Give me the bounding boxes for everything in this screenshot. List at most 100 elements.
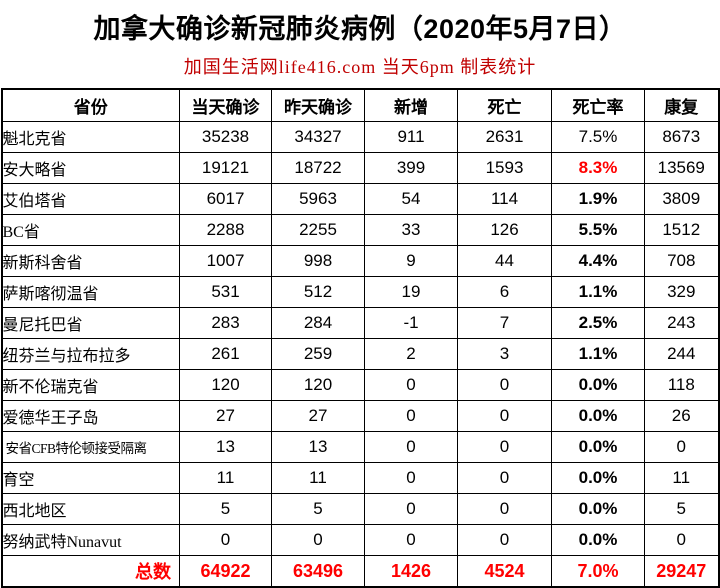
table-row: 曼尼托巴省 283 284 -1 7 2.5% 243 <box>1 307 719 339</box>
province-name-cell: 萨斯喀彻温省 <box>1 276 180 308</box>
deaths-cell: 0 <box>457 462 552 494</box>
province-name-cell: 安大略省 <box>1 152 180 184</box>
column-header-recovered: 康复 <box>644 88 719 122</box>
death-rate-cell: 1.1% <box>551 338 645 370</box>
page-title: 加拿大确诊新冠肺炎病例（2020年5月7日） <box>93 14 627 44</box>
deaths-cell: 0 <box>457 369 552 401</box>
deaths-cell: 126 <box>457 214 552 246</box>
death-rate-cell: 7.5% <box>551 121 645 153</box>
province-name-cell: BC省 <box>1 214 180 246</box>
new-cases-cell: -1 <box>364 307 458 339</box>
province-name-cell: 艾伯塔省 <box>1 183 180 215</box>
new-cases-cell: 2 <box>364 338 458 370</box>
province-name-cell: 西北地区 <box>1 493 180 525</box>
table-row: 艾伯塔省 6017 5963 54 114 1.9% 3809 <box>1 183 719 215</box>
yesterday-confirmed-cell: 2255 <box>271 214 365 246</box>
yesterday-confirmed-cell: 0 <box>271 524 365 556</box>
table-row: 新斯科舍省 1007 998 9 44 4.4% 708 <box>1 245 719 277</box>
column-header-yesterday: 昨天确诊 <box>271 88 365 122</box>
total-today-confirmed-cell: 64922 <box>179 555 272 588</box>
death-rate-cell: 0.0% <box>551 462 645 494</box>
recovered-cell: 243 <box>644 307 719 339</box>
today-confirmed-cell: 5 <box>179 493 272 525</box>
province-name-cell: 育空 <box>1 462 180 494</box>
new-cases-cell: 0 <box>364 369 458 401</box>
recovered-cell: 708 <box>644 245 719 277</box>
new-cases-cell: 0 <box>364 462 458 494</box>
today-confirmed-cell: 13 <box>179 431 272 463</box>
table-row: 西北地区 5 5 0 0 0.0% 5 <box>1 493 719 525</box>
yesterday-confirmed-cell: 34327 <box>271 121 365 153</box>
death-rate-cell: 0.0% <box>551 369 645 401</box>
new-cases-cell: 0 <box>364 400 458 432</box>
new-cases-cell: 0 <box>364 524 458 556</box>
province-name-cell: 安省CFB特伦顿接受隔离 <box>1 431 180 463</box>
yesterday-confirmed-cell: 13 <box>271 431 365 463</box>
total-recovered-cell: 29247 <box>644 555 719 588</box>
table-row: 纽芬兰与拉布拉多 261 259 2 3 1.1% 244 <box>1 338 719 370</box>
total-death-rate-cell: 7.0% <box>551 555 645 588</box>
recovered-cell: 329 <box>644 276 719 308</box>
column-header-deaths: 死亡 <box>457 88 552 122</box>
death-rate-cell: 0.0% <box>551 524 645 556</box>
recovered-cell: 118 <box>644 369 719 401</box>
today-confirmed-cell: 2288 <box>179 214 272 246</box>
yesterday-confirmed-cell: 120 <box>271 369 365 401</box>
province-name-cell: 新不伦瑞克省 <box>1 369 180 401</box>
table-row: 安省CFB特伦顿接受隔离 13 13 0 0 0.0% 0 <box>1 431 719 463</box>
table-row: 萨斯喀彻温省 531 512 19 6 1.1% 329 <box>1 276 719 308</box>
recovered-cell: 26 <box>644 400 719 432</box>
total-new-cases-cell: 1426 <box>364 555 458 588</box>
yesterday-confirmed-cell: 259 <box>271 338 365 370</box>
today-confirmed-cell: 261 <box>179 338 272 370</box>
province-name-cell: 爱德华王子岛 <box>1 400 180 432</box>
death-rate-cell: 0.0% <box>551 400 645 432</box>
province-name-cell: 曼尼托巴省 <box>1 307 180 339</box>
yesterday-confirmed-cell: 18722 <box>271 152 365 184</box>
total-deaths-cell: 4524 <box>457 555 552 588</box>
deaths-cell: 3 <box>457 338 552 370</box>
death-rate-cell: 2.5% <box>551 307 645 339</box>
deaths-cell: 0 <box>457 493 552 525</box>
death-rate-cell: 0.0% <box>551 431 645 463</box>
deaths-cell: 114 <box>457 183 552 215</box>
deaths-cell: 6 <box>457 276 552 308</box>
column-header-new: 新增 <box>364 88 458 122</box>
column-header-death_rate: 死亡率 <box>551 88 645 122</box>
table-row: 育空 11 11 0 0 0.0% 11 <box>1 462 719 494</box>
deaths-cell: 0 <box>457 400 552 432</box>
death-rate-cell: 1.9% <box>551 183 645 215</box>
total-yesterday-confirmed-cell: 63496 <box>271 555 365 588</box>
deaths-cell: 1593 <box>457 152 552 184</box>
table-row: 爱德华王子岛 27 27 0 0 0.0% 26 <box>1 400 719 432</box>
today-confirmed-cell: 35238 <box>179 121 272 153</box>
yesterday-confirmed-cell: 11 <box>271 462 365 494</box>
province-name-cell: 纽芬兰与拉布拉多 <box>1 338 180 370</box>
province-name-cell: 新斯科舍省 <box>1 245 180 277</box>
death-rate-cell: 5.5% <box>551 214 645 246</box>
deaths-cell: 7 <box>457 307 552 339</box>
column-header-province: 省份 <box>1 88 180 122</box>
death-rate-cell: 4.4% <box>551 245 645 277</box>
today-confirmed-cell: 0 <box>179 524 272 556</box>
today-confirmed-cell: 283 <box>179 307 272 339</box>
deaths-cell: 2631 <box>457 121 552 153</box>
table-header-row: 省份 当天确诊 昨天确诊 新增 死亡 死亡率 康复 <box>1 88 719 122</box>
today-confirmed-cell: 1007 <box>179 245 272 277</box>
recovered-cell: 1512 <box>644 214 719 246</box>
new-cases-cell: 399 <box>364 152 458 184</box>
today-confirmed-cell: 531 <box>179 276 272 308</box>
new-cases-cell: 33 <box>364 214 458 246</box>
today-confirmed-cell: 120 <box>179 369 272 401</box>
new-cases-cell: 911 <box>364 121 458 153</box>
recovered-cell: 0 <box>644 524 719 556</box>
recovered-cell: 0 <box>644 431 719 463</box>
yesterday-confirmed-cell: 284 <box>271 307 365 339</box>
today-confirmed-cell: 19121 <box>179 152 272 184</box>
deaths-cell: 44 <box>457 245 552 277</box>
yesterday-confirmed-cell: 998 <box>271 245 365 277</box>
recovered-cell: 11 <box>644 462 719 494</box>
table-row: 魁北克省 35238 34327 911 2631 7.5% 8673 <box>1 121 719 153</box>
recovered-cell: 244 <box>644 338 719 370</box>
